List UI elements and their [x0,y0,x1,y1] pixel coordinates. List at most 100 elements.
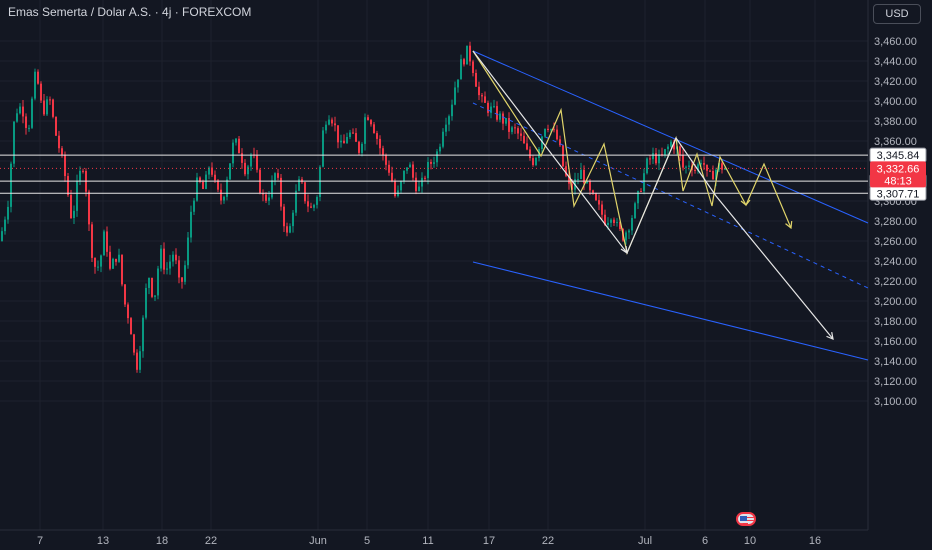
candle-body [580,169,582,180]
y-tick-label: 3,460.00 [874,36,917,48]
candle-body [133,334,135,353]
projection-yellow-path[interactable] [472,50,792,255]
candle-body [94,257,96,267]
candle-body [709,170,711,172]
candle-body [409,164,411,168]
candle-body [406,167,408,171]
candle-body [154,295,156,297]
currency-button[interactable]: USD [873,4,921,24]
candle-body [172,254,174,262]
candle-body [475,72,477,87]
candle-body [649,158,651,160]
candle-body [403,170,405,182]
candle-body [166,268,168,270]
horizontal-levels[interactable] [0,154,868,194]
candle-body [190,211,192,238]
candle-body [454,87,456,105]
candle-body [259,169,261,194]
candle-body [508,118,510,132]
projection-yellow-arrowhead [785,220,793,230]
us-flag-icon[interactable] [736,512,756,526]
candle-body [694,169,696,171]
candle-body [370,120,372,125]
candle-body [385,155,387,165]
candle-body [628,230,630,233]
candle-body [682,154,684,168]
projection-paths[interactable] [472,50,834,340]
candle-body [346,136,348,144]
candle-body [130,318,132,335]
y-tick-label: 3,360.00 [874,136,917,148]
candle-body [82,170,84,172]
y-tick-label: 3,140.00 [874,356,917,368]
candle-body [343,140,345,144]
candle-body [424,177,426,179]
candle-body [10,163,12,207]
projection-yellow-arrowhead [740,199,751,206]
channel-lower-line[interactable] [472,261,869,361]
candle-body [121,254,123,285]
candle-body [55,116,57,136]
candle-body [412,164,414,178]
candle-body [334,123,336,126]
candle-body [31,98,33,128]
candle-body [484,96,486,103]
y-tick-label: 3,260.00 [874,236,917,248]
candle-body [523,135,525,144]
candle-body [688,165,690,167]
candle-body [700,163,702,165]
channel-middle-line[interactable] [472,102,869,289]
candle-body [49,99,51,101]
candle-body [163,248,165,270]
candle-body [565,166,567,176]
x-tick-label: 16 [809,535,821,547]
candle-body [238,138,240,154]
candle-body [373,124,375,134]
candle-body [559,139,561,146]
candle-body [463,59,465,65]
candle-body [169,261,171,269]
y-tick-label: 3,160.00 [874,336,917,348]
x-tick-label: 6 [702,535,708,547]
candle-body [526,143,528,150]
candle-body [637,191,639,204]
candle-body [598,200,600,205]
candle-body [616,222,618,224]
candle-body [271,180,273,198]
candle-body [349,132,351,137]
time-axis[interactable]: 7 13 18 22 Jun 5 11 17 22 Jul 6 10 16 [37,535,821,547]
y-tick-label: 3,220.00 [874,276,917,288]
candle-body [34,71,36,99]
candle-body [61,148,63,155]
candle-body [427,161,429,179]
projection-white-path[interactable] [472,50,834,340]
x-tick-label: 17 [483,535,495,547]
price-axis[interactable]: 3,460.00 3,440.00 3,420.00 3,400.00 3,380.00… [874,36,917,408]
candle-body [382,148,384,156]
regression-channel[interactable] [472,50,869,361]
candle-body [511,127,513,132]
x-tick-label: 18 [156,535,168,547]
y-tick-label: 3,380.00 [874,116,917,128]
candle-body [601,204,603,215]
candle-body [250,154,252,167]
candle-body [37,71,39,84]
candle-body [67,176,69,196]
candle-body [13,121,15,164]
last-price-tag [870,161,926,188]
candle-body [304,182,306,202]
y-tick-label: 3,420.00 [874,76,917,88]
x-tick-label: 7 [37,535,43,547]
channel-upper-line[interactable] [472,50,869,224]
candle-body [40,83,42,101]
candle-body [490,106,492,113]
candle-body [652,153,654,160]
candle-body [547,128,549,131]
candle-body [76,181,78,211]
candle-body [295,190,297,213]
candle-body [376,133,378,139]
candle-body [313,204,315,208]
candle-body [118,254,120,262]
